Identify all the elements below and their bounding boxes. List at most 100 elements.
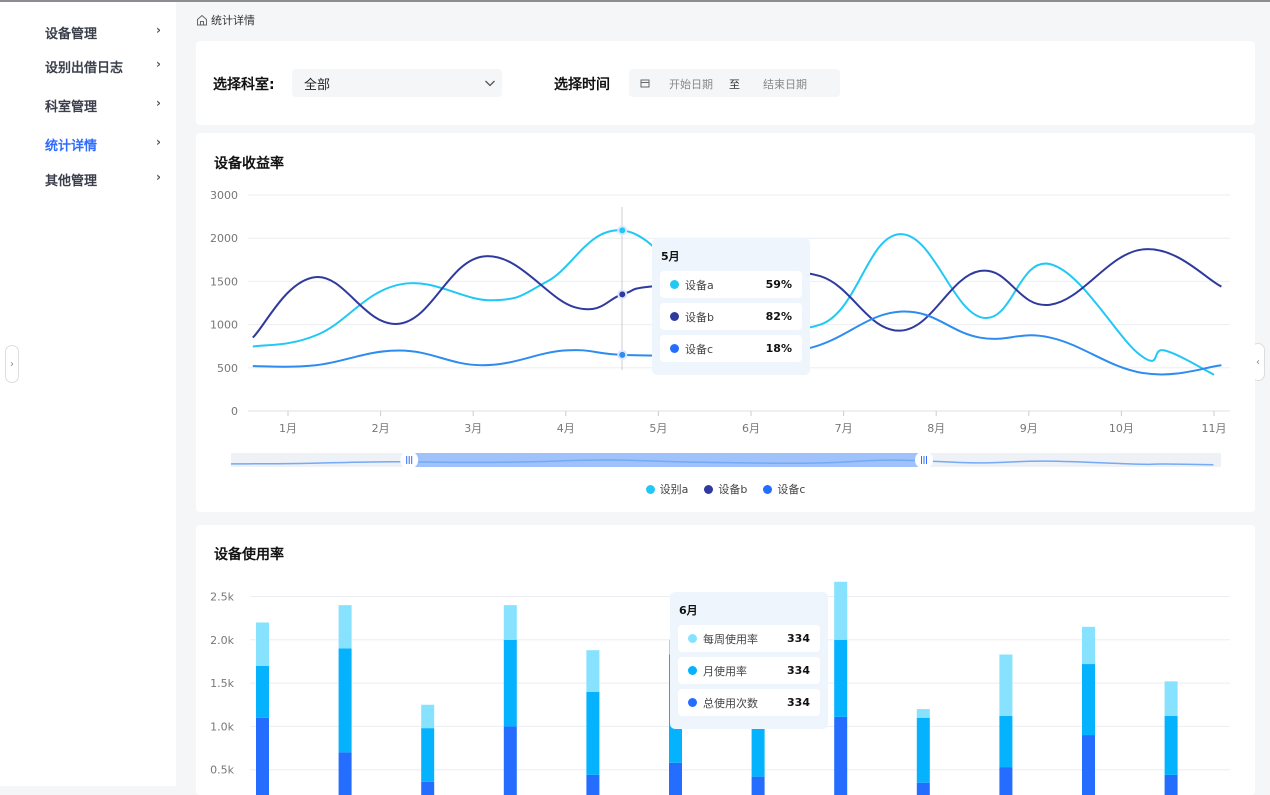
bar-segment xyxy=(999,767,1013,795)
sidebar-item-label: 其他管理 xyxy=(45,174,98,189)
chevron-right-icon: › xyxy=(156,57,161,71)
legend-label: 设备c xyxy=(777,483,806,496)
bar-segment xyxy=(1082,626,1095,665)
end-date-input[interactable]: 结束日期 xyxy=(763,78,807,91)
y-tick-label: 0.5k xyxy=(210,764,234,777)
chevron-right-icon: › xyxy=(10,358,14,370)
usage-chart-card: 设备使用率 0.5k 1.0k 1.5k 2.0k 2.5k 6月 每周使用率 334 月… xyxy=(196,525,1255,795)
bar-segment xyxy=(586,691,600,775)
tooltip-row: 总使用次数 334 xyxy=(678,689,820,716)
bar-segment xyxy=(503,639,517,727)
expand-sidebar-button[interactable]: › xyxy=(5,345,19,383)
chevron-right-icon: › xyxy=(156,96,161,110)
x-tick-label: 4月 xyxy=(557,422,575,435)
bar-segment xyxy=(338,752,352,795)
x-tick-label: 6月 xyxy=(742,422,760,435)
home-icon[interactable] xyxy=(196,14,208,26)
breadcrumb-current[interactable]: 统计详情 xyxy=(211,14,255,27)
datazoom-selected-range xyxy=(409,453,924,467)
tooltip-title: 6月 xyxy=(679,604,698,617)
bar-segment xyxy=(1082,664,1095,736)
bar-segment xyxy=(338,648,352,753)
legend-dot xyxy=(763,484,773,494)
sidebar: 设备管理 › 设别出借日志 › 科室管理 › 统计详情 › 其他管理 › xyxy=(0,2,176,786)
legend-item-a[interactable]: 设别a xyxy=(645,481,689,497)
tooltip-row: 月使用率 334 xyxy=(678,657,820,684)
bar-segment xyxy=(834,716,848,795)
series-dot xyxy=(670,280,679,289)
tooltip-value: 334 xyxy=(787,696,810,709)
tooltip-series: 设备b xyxy=(685,310,714,324)
y-tick-label: 2.5k xyxy=(210,591,234,604)
sidebar-item-lending-log[interactable]: 设别出借日志 › xyxy=(45,57,165,76)
x-tick-label: 5月 xyxy=(649,422,667,435)
bar-segment xyxy=(421,781,435,795)
department-select[interactable]: 全部 xyxy=(292,69,502,97)
bar-segment xyxy=(421,704,435,729)
legend-dot xyxy=(645,484,655,494)
y-tick-label: 1.0k xyxy=(210,720,234,733)
y-tick-label: 1500 xyxy=(210,275,238,288)
chevron-left-icon: ‹ xyxy=(1256,356,1260,368)
sidebar-item-label: 科室管理 xyxy=(45,100,98,115)
series-dot xyxy=(688,666,697,675)
bar-segment xyxy=(586,774,600,795)
y-tick-label: 3000 xyxy=(210,189,238,202)
tooltip-value: 82% xyxy=(765,310,792,323)
chart-title: 设备使用率 xyxy=(214,547,284,563)
tooltip-series: 月使用率 xyxy=(703,664,747,678)
bar-segment xyxy=(1164,681,1178,717)
chevron-down-icon xyxy=(485,80,495,87)
calendar-icon xyxy=(640,79,650,88)
legend-label: 设备b xyxy=(718,483,748,496)
tooltip-title: 5月 xyxy=(661,250,680,263)
tooltip-series: 总使用次数 xyxy=(703,696,758,710)
start-date-input[interactable]: 开始日期 xyxy=(669,78,713,91)
tooltip-series: 设备a xyxy=(685,278,714,292)
y-tick-label: 2.0k xyxy=(210,634,234,647)
sidebar-item-department-management[interactable]: 科室管理 › xyxy=(45,96,165,115)
tooltip-series: 每周使用率 xyxy=(703,632,758,646)
chevron-right-icon: › xyxy=(156,23,161,37)
sidebar-item-other-management[interactable]: 其他管理 › xyxy=(45,170,165,189)
tooltip-row: 设备b 82% xyxy=(660,303,802,330)
bar-segment xyxy=(1082,735,1095,795)
tooltip-row: 每周使用率 334 xyxy=(678,625,820,652)
revenue-chart-card: 设备收益率 0 500 1000 1500 2000 3000 1月 2月 3月 4月 5月 6月 7月… xyxy=(196,133,1255,512)
chart-tooltip: 6月 每周使用率 334 月使用率 334 总使用次数 334 xyxy=(670,592,828,729)
hover-point xyxy=(617,289,628,300)
legend-item-b[interactable]: 设备b xyxy=(704,481,747,497)
tooltip-value: 334 xyxy=(787,632,810,645)
datazoom-preview-line xyxy=(230,459,1214,466)
tooltip-row: 设备c 18% xyxy=(660,335,802,362)
y-tick-label: 500 xyxy=(217,362,238,375)
datazoom-start-handle[interactable] xyxy=(400,451,419,469)
x-tick-label: 3月 xyxy=(464,422,482,435)
bar-segment xyxy=(1164,716,1178,775)
bar-segment xyxy=(1164,774,1178,795)
bar-segment xyxy=(834,639,848,717)
bar-segment xyxy=(916,782,930,795)
hover-point xyxy=(617,349,628,360)
bar-segment xyxy=(256,622,269,666)
sidebar-item-statistics[interactable]: 统计详情 › xyxy=(45,135,165,154)
sidebar-item-label: 统计详情 xyxy=(45,139,98,154)
datazoom-end-handle[interactable] xyxy=(915,451,933,469)
tooltip-series: 设备c xyxy=(685,342,714,356)
bar-segment xyxy=(999,716,1013,768)
y-tick-label: 1000 xyxy=(210,319,238,332)
tooltip-row: 设备a 59% xyxy=(660,271,802,298)
series-dot xyxy=(688,698,697,707)
y-tick-label: 1.5k xyxy=(210,677,234,690)
x-tick-label: 11月 xyxy=(1202,422,1227,435)
department-value: 全部 xyxy=(304,78,331,93)
legend-label: 设别a xyxy=(659,483,689,496)
x-tick-label: 7月 xyxy=(835,422,853,435)
tooltip-value: 59% xyxy=(765,278,792,291)
x-tick-label: 9月 xyxy=(1020,422,1038,435)
date-range-picker[interactable]: 开始日期 至 结束日期 xyxy=(629,69,840,97)
chevron-right-icon: › xyxy=(156,135,161,149)
bar-segment xyxy=(916,717,930,783)
sidebar-item-device-management[interactable]: 设备管理 › xyxy=(45,23,165,42)
legend-item-c[interactable]: 设备c xyxy=(763,481,805,497)
